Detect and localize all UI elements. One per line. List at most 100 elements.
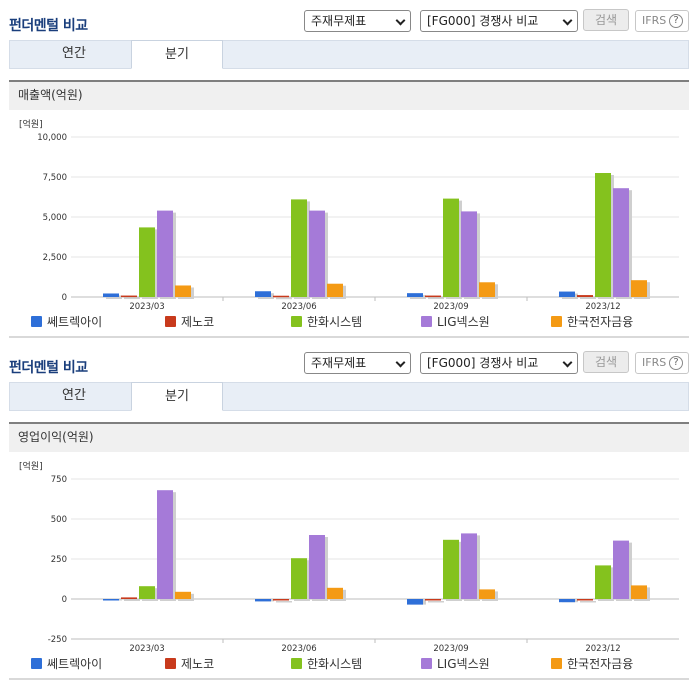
- bar-shadow: [106, 295, 122, 299]
- statement-select-value: 주재무제표: [311, 14, 367, 28]
- x-tick-label: 2023/12: [585, 644, 620, 652]
- x-tick-label: 2023/06: [281, 302, 316, 310]
- bar-쎄트렉아이-2023/03: [103, 293, 119, 297]
- x-tick-label: 2023/03: [129, 644, 164, 652]
- peer-select[interactable]: [FG000] 경쟁사 비교: [420, 10, 578, 32]
- legend-swatch: [421, 658, 432, 669]
- bar-shadow: [428, 297, 444, 300]
- bar-쎄트렉아이-2023/09: [407, 293, 423, 297]
- bar-제노코-2023/06: [273, 599, 289, 601]
- legend-label: 제노코: [181, 657, 215, 671]
- legend-swatch: [291, 658, 302, 669]
- search-button[interactable]: 검색: [583, 9, 629, 31]
- bar-제노코-2023/09: [425, 599, 441, 601]
- x-tick-label: 2023/06: [281, 644, 316, 652]
- section-title: 펀더멘털 비교: [9, 18, 88, 34]
- statement-select[interactable]: 주재무제표: [304, 352, 411, 374]
- legend-label: 제노코: [181, 315, 215, 329]
- bar-한국전자금융-2023/03: [175, 285, 191, 297]
- search-button[interactable]: 검색: [583, 351, 629, 373]
- tab-quarterly[interactable]: 분기: [131, 40, 223, 69]
- ifrs-label: IFRS: [642, 14, 667, 27]
- bar-쎄트렉아이-2023/12: [559, 291, 575, 297]
- legend-label: 한화시스템: [307, 657, 363, 671]
- bar-LIG넥스원-2023/03: [157, 210, 173, 297]
- legend-item[interactable]: 한국전자금융: [551, 313, 633, 330]
- ifrs-help-button[interactable]: IFRS ?: [635, 10, 689, 32]
- bar-shadow: [410, 295, 426, 299]
- bar-shadow: [276, 601, 292, 603]
- chevron-down-icon: [562, 15, 573, 26]
- legend-item[interactable]: 쎄트렉아이: [31, 313, 102, 330]
- legend-item[interactable]: LIG넥스원: [421, 313, 490, 330]
- metric-header: 영업이익(억원): [9, 422, 689, 452]
- statement-select[interactable]: 주재무제표: [304, 10, 411, 32]
- bar-shadow: [124, 297, 140, 300]
- chart-legend: 쎄트렉아이 제노코 한화시스템 LIG넥스원 한국전자금융: [9, 655, 689, 671]
- legend-label: LIG넥스원: [437, 315, 490, 329]
- legend-item[interactable]: 쎄트렉아이: [31, 655, 102, 672]
- fundamental-section-revenue: 펀더멘털 비교 주재무제표 [FG000] 경쟁사 비교 검색 IFRS ? 연…: [9, 9, 689, 338]
- y-unit-label: [억원]: [19, 460, 43, 472]
- ifrs-help-button[interactable]: IFRS ?: [635, 352, 689, 374]
- bar-LIG넥스원-2023/06: [309, 535, 325, 599]
- bar-한국전자금융-2023/06: [327, 283, 343, 297]
- bar-shadow: [276, 297, 292, 300]
- legend-item[interactable]: 한화시스템: [291, 655, 362, 672]
- fundamental-section-operating-profit: 펀더멘털 비교 주재무제표 [FG000] 경쟁사 비교 검색 IFRS ? 연…: [0, 342, 696, 684]
- metric-header: 매출액(억원): [9, 80, 689, 110]
- legend-swatch: [551, 316, 562, 327]
- bar-한화시스템-2023/09: [443, 198, 459, 297]
- bar-LIG넥스원-2023/12: [613, 540, 629, 599]
- y-tick-label: 750: [51, 475, 67, 485]
- bar-제노코-2023/12: [577, 599, 593, 601]
- operating-profit-bar-chart: [억원] -250 0 250 500 750 2023/03 2023/06 2023/09 2…: [19, 460, 679, 652]
- legend-label: 한화시스템: [307, 315, 363, 329]
- bar-쎄트렉아이-2023/03: [103, 599, 119, 601]
- bar-LIG넥스원-2023/12: [613, 188, 629, 297]
- bar-LIG넥스원-2023/09: [461, 533, 477, 599]
- x-tick-label: 2023/09: [433, 644, 468, 652]
- tab-annual[interactable]: 연간: [62, 388, 86, 403]
- bar-한국전자금융-2023/06: [327, 587, 343, 599]
- legend-item[interactable]: 제노코: [165, 655, 214, 672]
- x-tick-label: 2023/09: [433, 302, 468, 310]
- bar-제노코-2023/03: [121, 295, 137, 298]
- y-tick-label: 0: [62, 595, 67, 605]
- legend-item[interactable]: 한화시스템: [291, 313, 362, 330]
- peer-select[interactable]: [FG000] 경쟁사 비교: [420, 352, 578, 374]
- section-divider: [9, 336, 689, 338]
- legend-label: 한국전자금융: [567, 657, 634, 671]
- ifrs-label: IFRS: [642, 356, 667, 369]
- chevron-down-icon: [562, 357, 573, 368]
- bar-쎄트렉아이-2023/09: [407, 599, 423, 605]
- section-divider: [9, 678, 689, 680]
- peer-select-value: [FG000] 경쟁사 비교: [427, 356, 539, 370]
- bar-제노코-2023/12: [577, 295, 593, 297]
- period-tabs: 연간 분기: [9, 382, 689, 411]
- bar-한국전자금융-2023/12: [631, 280, 647, 297]
- legend-item[interactable]: LIG넥스원: [421, 655, 490, 672]
- tab-annual[interactable]: 연간: [62, 46, 86, 61]
- legend-swatch: [421, 316, 432, 327]
- bar-쎄트렉아이-2023/06: [255, 291, 271, 297]
- bar-한화시스템-2023/03: [139, 227, 155, 297]
- bar-shadow: [124, 599, 140, 601]
- legend-label: 쎄트렉아이: [47, 315, 103, 329]
- bar-한화시스템-2023/03: [139, 586, 155, 599]
- bar-LIG넥스원-2023/03: [157, 490, 173, 599]
- legend-item[interactable]: 제노코: [165, 313, 214, 330]
- legend-label: LIG넥스원: [437, 657, 490, 671]
- bar-LIG넥스원-2023/06: [309, 210, 325, 297]
- bar-쎄트렉아이-2023/06: [255, 599, 271, 602]
- chevron-down-icon: [395, 15, 406, 26]
- bar-한국전자금융-2023/09: [479, 282, 495, 297]
- legend-item[interactable]: 한국전자금융: [551, 655, 633, 672]
- peer-select-value: [FG000] 경쟁사 비교: [427, 14, 539, 28]
- y-tick-label: 2,500: [43, 253, 67, 263]
- x-tick-label: 2023/03: [129, 302, 164, 310]
- y-tick-label: 5,000: [43, 213, 67, 223]
- chart-legend: 쎄트렉아이 제노코 한화시스템 LIG넥스원 한국전자금융: [9, 313, 689, 329]
- tab-quarterly[interactable]: 분기: [131, 382, 223, 411]
- y-tick-label: 0: [62, 293, 67, 303]
